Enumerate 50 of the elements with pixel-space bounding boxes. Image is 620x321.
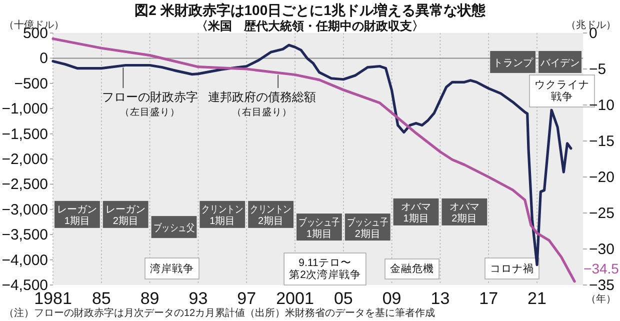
- y2-tick-label: −5: [589, 61, 606, 78]
- annotation: 金融危機: [390, 263, 434, 275]
- annotation: 湾岸戦争: [150, 262, 194, 275]
- y-tick-label: −4,000: [2, 252, 48, 269]
- y-tick-label: 0: [40, 50, 48, 68]
- band-label: ブッシュ子 2期目: [346, 216, 397, 240]
- chart-subtitle: 〈米国 歴代大統領・任期中の財政収支〉: [196, 19, 424, 33]
- x-tick-label: 17: [479, 289, 498, 308]
- annotation: コロナ禍: [490, 262, 534, 275]
- x-tick-label: 93: [188, 289, 208, 308]
- band-label: クリントン 1期目: [202, 204, 252, 228]
- chart-title: 図2 米財政赤字は100日ごとに1兆ドル増える異常な状態: [134, 2, 486, 18]
- x-tick-label: 05: [334, 289, 353, 308]
- y-tick-label: −1,500: [2, 126, 48, 143]
- y2-tick-label: −30: [589, 241, 614, 258]
- x-tick-label: 13: [430, 289, 450, 308]
- x-tick-label: 89: [140, 289, 160, 308]
- y-tick-label: −1,000: [2, 100, 48, 118]
- y-tick-label: −2,500: [2, 176, 48, 194]
- annotation: ウクライナ戦争: [534, 79, 590, 103]
- band-label: ブッシュ子 1期目: [298, 216, 349, 240]
- band-label: クリントン 2期目: [250, 204, 300, 228]
- data-label: −34.5: [584, 260, 620, 276]
- band-label: ブッシュ父: [153, 222, 204, 234]
- y2-tick-label: −25: [589, 205, 614, 222]
- y-tick-label: −2,000: [2, 151, 48, 168]
- band-label: トランプ: [492, 56, 534, 69]
- y-tick-label: −3,500: [2, 226, 48, 244]
- x-tick-label: 85: [92, 289, 111, 308]
- band-label: オバマ 2期目: [449, 202, 480, 225]
- x-tick-label: 2001: [276, 289, 314, 308]
- annotation: 9.11テロ〜第2次湾岸戦争: [289, 257, 361, 281]
- x-axis-title: （年）: [586, 293, 616, 305]
- y-tick-label: −3,000: [2, 201, 48, 218]
- y2-tick-label: −15: [589, 133, 614, 150]
- band-label: レーガン 1期目: [57, 204, 98, 228]
- series-label: 連邦政府の債務総額（右目盛り）: [208, 90, 316, 118]
- y-tick-label: −500: [14, 75, 48, 92]
- x-tick-label: 21: [528, 289, 546, 308]
- band-label: オバマ 1期目: [401, 202, 432, 225]
- series-label: フローの財政赤字（左目盛り）: [102, 90, 198, 118]
- x-tick-label: 1981: [34, 289, 72, 308]
- y2-tick-label: −20: [589, 169, 614, 186]
- band-label: バイデン: [540, 58, 581, 69]
- band-label: レーガン 2期目: [106, 204, 146, 228]
- text: （注）フローの財政赤字は月次データの12カ月累計値（出所）米財務省のデータを基に筆者作成: [4, 307, 436, 319]
- x-tick-label: 09: [382, 289, 402, 308]
- y2-tick-label: −10: [589, 97, 614, 114]
- y2-tick-label: −35: [589, 277, 614, 294]
- x-tick-label: 97: [237, 289, 256, 308]
